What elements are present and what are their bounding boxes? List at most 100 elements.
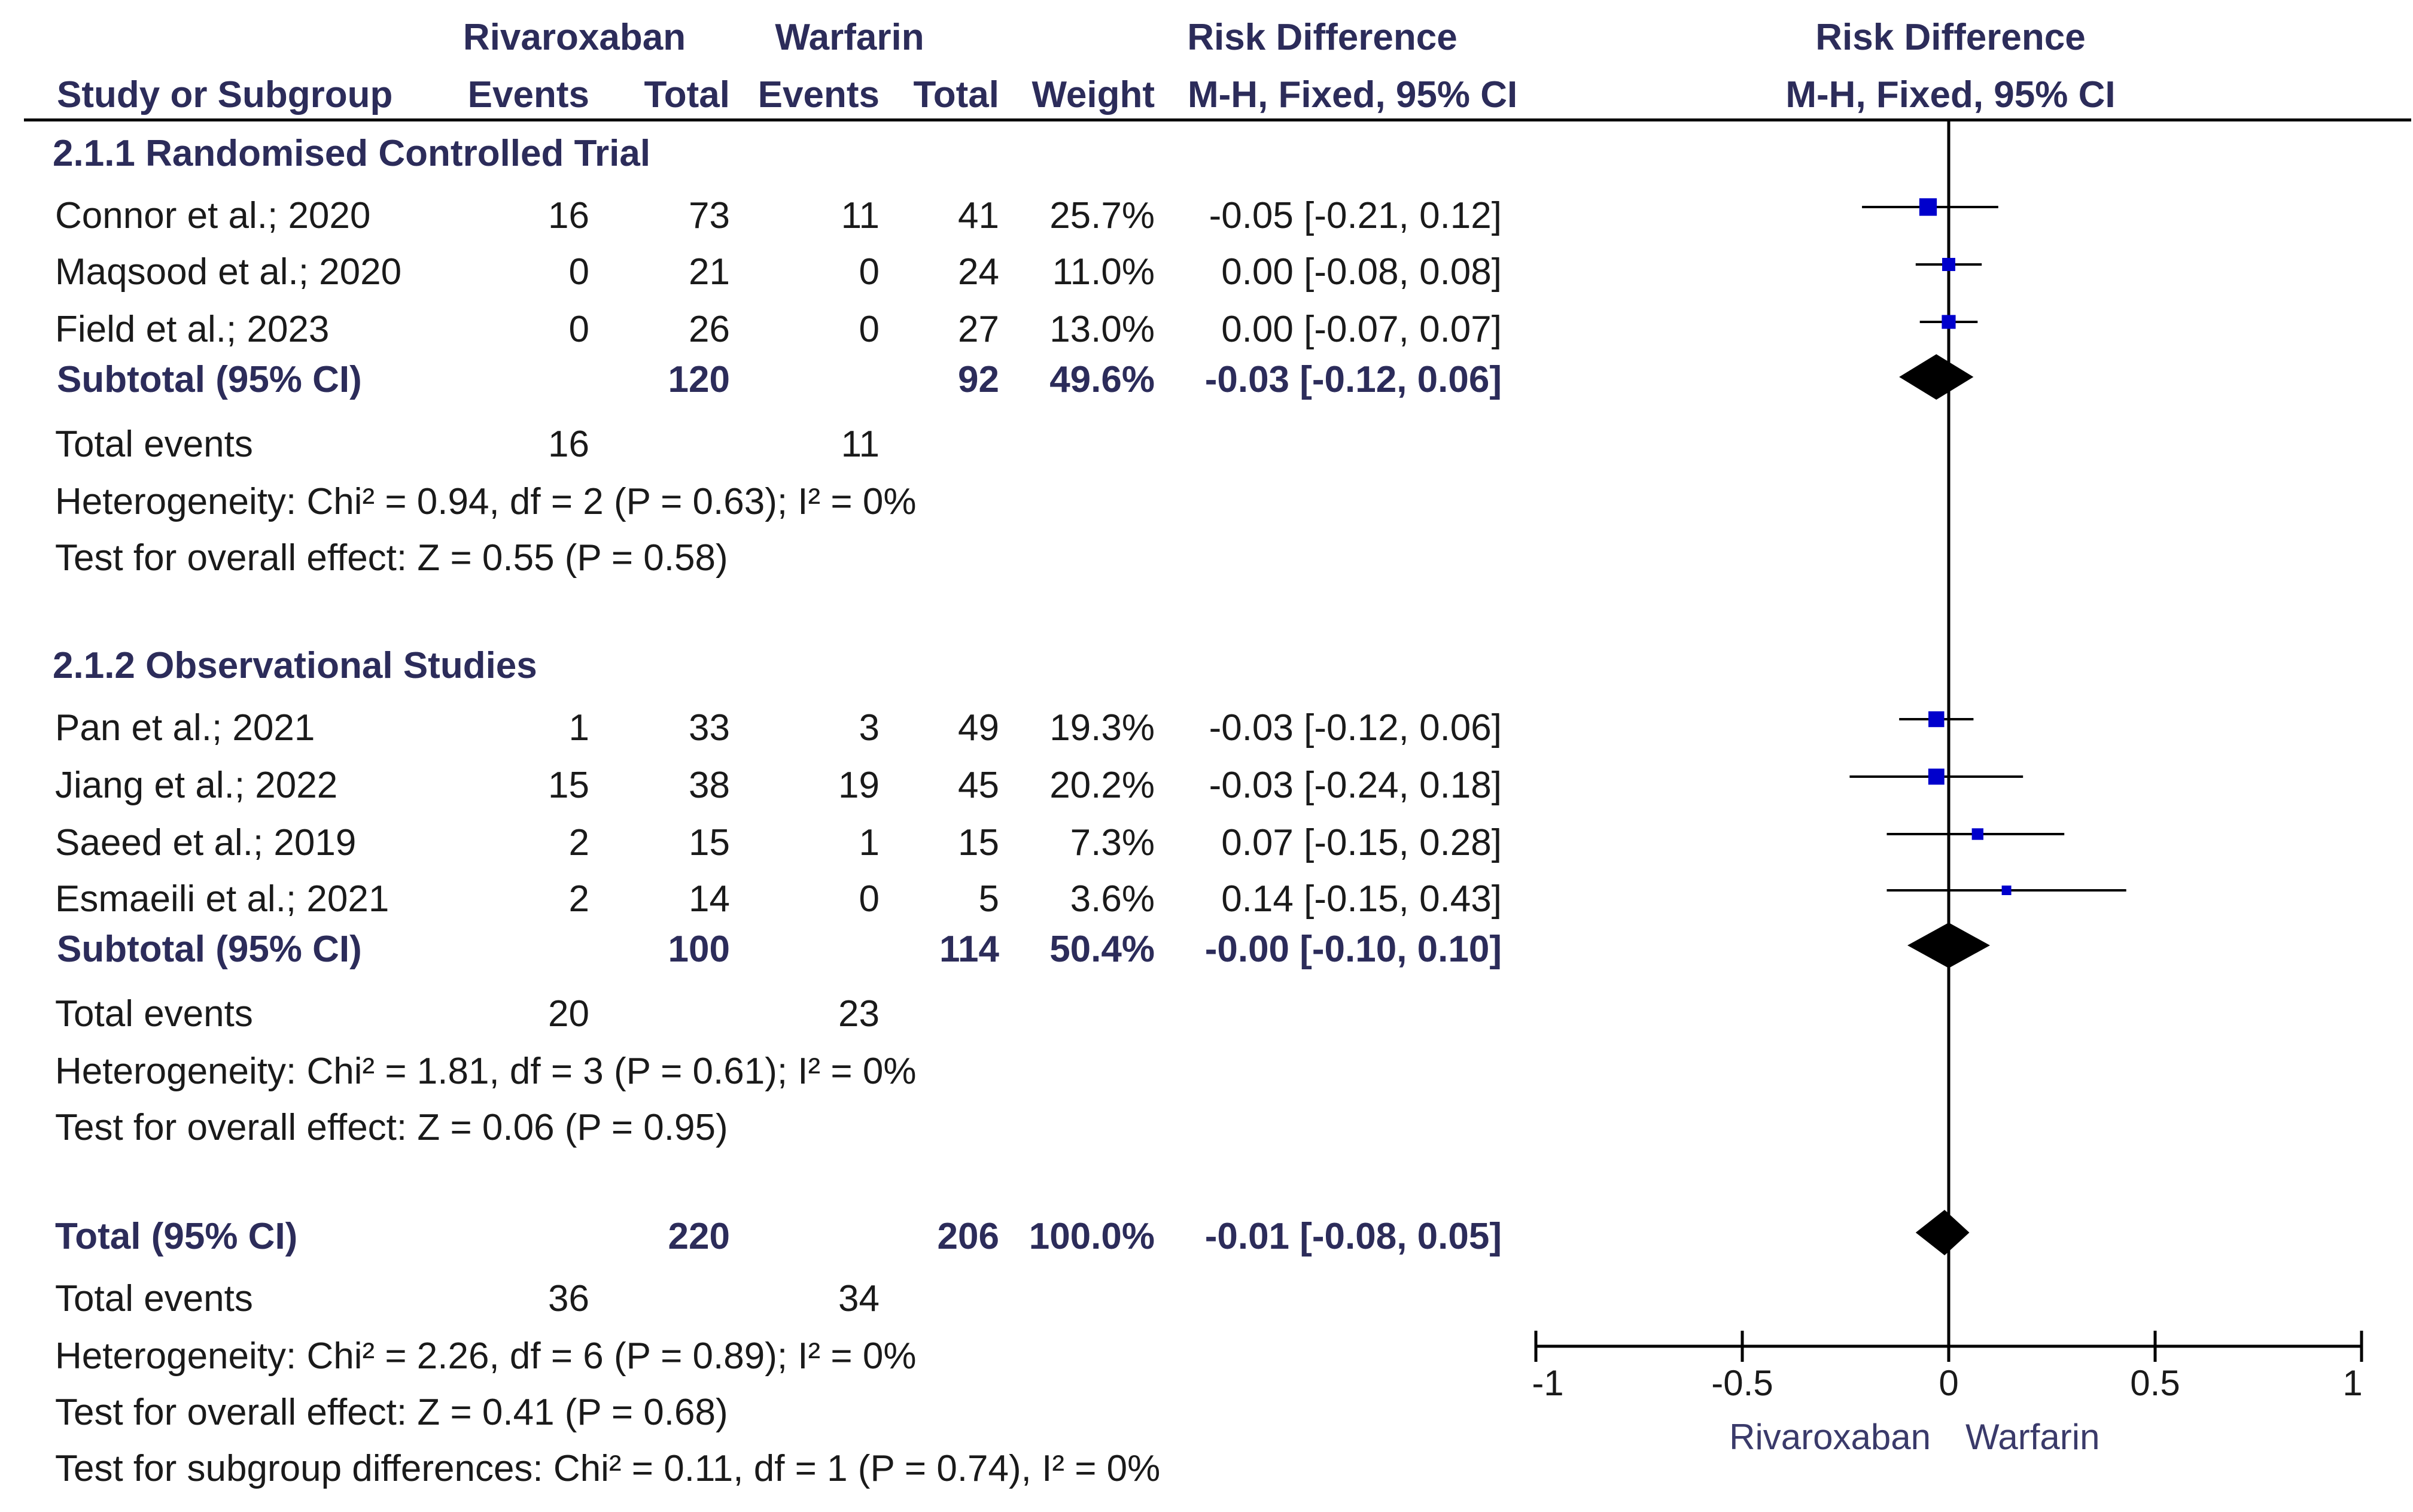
study-weight: 20.2% (1049, 765, 1155, 806)
study-events1: 2 (568, 878, 589, 920)
study-name: Jiang et al.; 2022 (55, 765, 338, 806)
study-events2: 19 (838, 765, 880, 806)
total-events-label: Total events (55, 993, 253, 1035)
study-point-estimate (1971, 828, 1983, 840)
study-total1: 33 (689, 707, 730, 749)
study-ci: 0.00 [-0.07, 0.07] (1221, 309, 1502, 350)
study-ci: -0.05 [-0.21, 0.12] (1209, 195, 1502, 236)
overall-effect-text: Test for overall effect: Z = 0.41 (P = 0… (55, 1392, 728, 1433)
study-total2: 24 (958, 251, 999, 293)
study-weight: 19.3% (1049, 707, 1155, 749)
study-name: Field et al.; 2023 (55, 309, 330, 350)
header-group2: Warfarin (775, 17, 924, 58)
study-ci: 0.07 [-0.15, 0.28] (1221, 822, 1502, 863)
subtotal-ci: -0.00 [-0.10, 0.10] (1204, 929, 1502, 970)
study-events1: 0 (568, 309, 589, 350)
study-name: Pan et al.; 2021 (55, 707, 315, 749)
study-events2: 3 (859, 707, 880, 749)
header-group1: Rivaroxaban (462, 17, 686, 58)
total-events2: 23 (838, 993, 880, 1035)
study-total1: 14 (689, 878, 730, 920)
study-weight: 25.7% (1049, 195, 1155, 236)
study-point-estimate (1942, 258, 1955, 271)
study-total2: 15 (958, 822, 999, 863)
study-weight: 13.0% (1049, 309, 1155, 350)
header-method-plot: M-H, Fixed, 95% CI (1785, 74, 2116, 115)
total-events-label: Total events (55, 1278, 253, 1319)
study-events1: 1 (568, 707, 589, 749)
overall-effect-text: Test for overall effect: Z = 0.06 (P = 0… (55, 1107, 728, 1148)
x-axis-tick-label: -0.5 (1711, 1363, 1773, 1403)
x-axis-tick-label: 0.5 (2130, 1363, 2180, 1403)
study-point-estimate (1928, 768, 1945, 785)
study-total1: 73 (689, 195, 730, 236)
study-point-estimate (1928, 711, 1945, 728)
subtotal-ci: -0.03 [-0.12, 0.06] (1204, 359, 1502, 400)
study-ci: 0.00 [-0.08, 0.08] (1221, 251, 1502, 293)
study-weight: 7.3% (1070, 822, 1155, 863)
study-weight: 11.0% (1052, 251, 1155, 293)
header-events1: Events (467, 74, 589, 115)
total-ci: -0.01 [-0.08, 0.05] (1204, 1216, 1502, 1257)
total-total1: 220 (668, 1216, 730, 1257)
study-events1: 16 (548, 195, 589, 236)
study-name: Esmaeili et al.; 2021 (55, 878, 390, 920)
total-events1: 16 (548, 424, 589, 465)
header-total2: Total (913, 74, 1000, 115)
study-events2: 0 (859, 251, 880, 293)
study-total2: 27 (958, 309, 999, 350)
study-total2: 49 (958, 707, 999, 749)
total-label: Total (95% CI) (55, 1216, 298, 1257)
header-total1: Total (644, 74, 731, 115)
study-total1: 21 (689, 251, 730, 293)
study-point-estimate (1942, 315, 1956, 329)
study-weight: 3.6% (1070, 878, 1155, 920)
study-ci: 0.14 [-0.15, 0.43] (1221, 878, 1502, 920)
study-events2: 0 (859, 309, 880, 350)
header-weight: Weight (1031, 74, 1155, 115)
header-rd-table: Risk Difference (1187, 17, 1457, 58)
heterogeneity-text: Heterogeneity: Chi² = 1.81, df = 3 (P = … (55, 1051, 917, 1092)
header-events2: Events (757, 74, 880, 115)
total-events1: 20 (548, 993, 589, 1035)
study-events2: 11 (841, 195, 880, 236)
overall-effect-text: Test for overall effect: Z = 0.55 (P = 0… (55, 537, 728, 579)
pooled-diamond (1899, 354, 1974, 400)
study-point-estimate (1919, 198, 1937, 216)
x-axis-tick-label: -1 (1532, 1363, 1563, 1403)
study-events1: 0 (568, 251, 589, 293)
study-total1: 38 (689, 765, 730, 806)
header-study-col: Study or Subgroup (57, 74, 393, 115)
total-weight: 100.0% (1029, 1216, 1155, 1257)
header-rule (24, 118, 2411, 121)
total-events1: 36 (548, 1278, 589, 1319)
x-axis-tick-label: 0 (1939, 1363, 1958, 1403)
study-ci: -0.03 [-0.12, 0.06] (1209, 707, 1502, 749)
subtotal-label: Subtotal (95% CI) (57, 359, 362, 400)
study-total2: 41 (958, 195, 999, 236)
subtotal-total1: 100 (668, 929, 730, 970)
subtotal-weight: 50.4% (1049, 929, 1155, 970)
total-total2: 206 (937, 1216, 999, 1257)
study-point-estimate (2001, 886, 2012, 895)
study-events2: 0 (859, 878, 880, 920)
subtotal-label: Subtotal (95% CI) (57, 929, 362, 970)
total-events2: 34 (838, 1278, 880, 1319)
heterogeneity-text: Heterogeneity: Chi² = 2.26, df = 6 (P = … (55, 1335, 917, 1377)
pooled-diamond (1915, 1210, 1970, 1255)
favours-right-label: Warfarin (1965, 1417, 2099, 1457)
subgroup-title: 2.1.1 Randomised Controlled Trial (53, 133, 651, 174)
x-axis-tick-label: 1 (2342, 1363, 2362, 1403)
total-events-label: Total events (55, 424, 253, 465)
study-name: Saeed et al.; 2019 (55, 822, 357, 863)
heterogeneity-text: Heterogeneity: Chi² = 0.94, df = 2 (P = … (55, 481, 917, 522)
study-total1: 26 (689, 309, 730, 350)
header-rd-plot: Risk Difference (1815, 17, 2086, 58)
study-ci: -0.03 [-0.24, 0.18] (1209, 765, 1502, 806)
subtotal-total1: 120 (668, 359, 730, 400)
study-total1: 15 (689, 822, 730, 863)
study-name: Connor et al.; 2020 (55, 195, 371, 236)
study-events1: 15 (548, 765, 589, 806)
subtotal-total2: 92 (958, 359, 999, 400)
